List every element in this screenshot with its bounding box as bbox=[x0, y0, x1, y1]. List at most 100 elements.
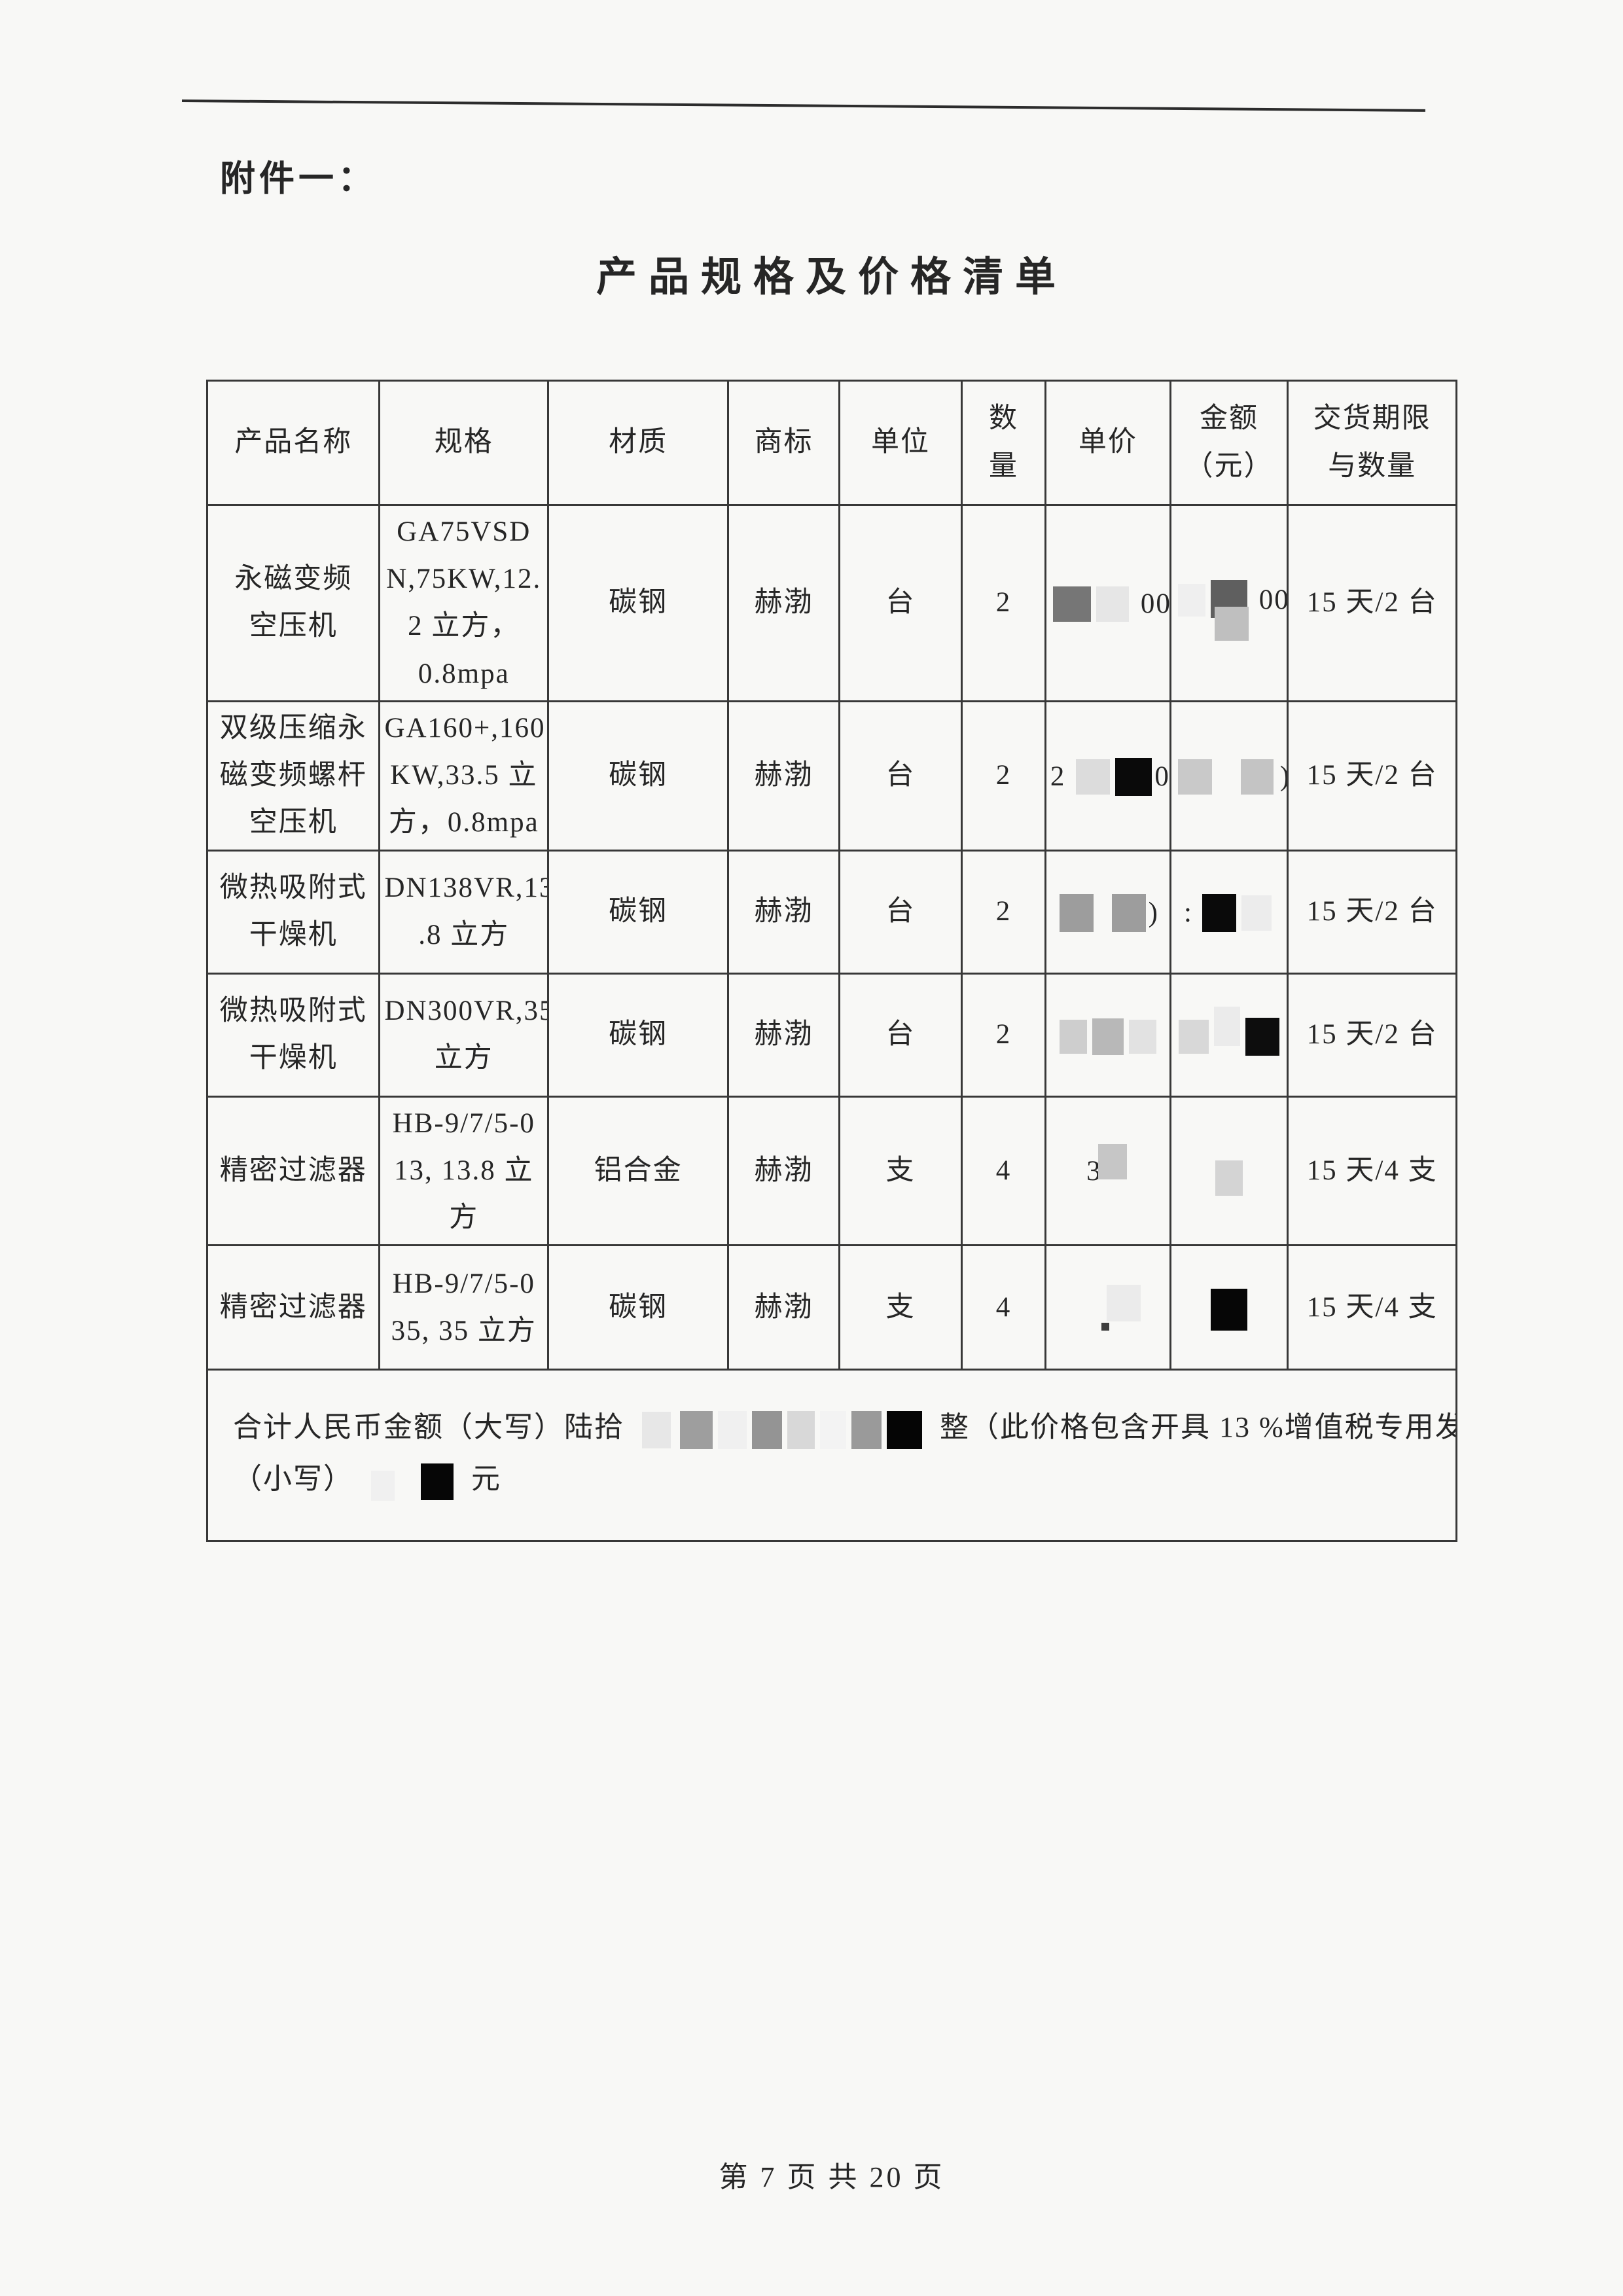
redaction-box bbox=[1214, 1007, 1240, 1047]
column-header-amount: 金额 （元） bbox=[1169, 380, 1289, 506]
redaction-box bbox=[1101, 1322, 1109, 1331]
redaction-box bbox=[421, 1463, 454, 1500]
cell-delivery: 15 天/4 支 bbox=[1287, 1244, 1457, 1371]
column-header-spec: 规格 bbox=[378, 380, 550, 506]
cell-brand: 赫渤 bbox=[727, 504, 840, 702]
cell-unit: 台 bbox=[838, 700, 963, 852]
cell-unit: 台 bbox=[838, 972, 963, 1098]
partial-price-text: 00 bbox=[1140, 588, 1171, 619]
cell-amount bbox=[1169, 1095, 1289, 1247]
cell-material: 碳钢 bbox=[547, 504, 730, 702]
cell-delivery: 15 天/4 支 bbox=[1287, 1095, 1457, 1247]
cell-unit: 台 bbox=[838, 504, 963, 702]
cell-spec: GA160+,160 KW,33.5 立方，0.8mpa bbox=[378, 700, 550, 852]
column-header-unit-price: 单价 bbox=[1044, 380, 1171, 506]
redaction-box bbox=[1215, 1160, 1243, 1196]
cell-qty: 2 bbox=[961, 849, 1046, 975]
product-row: 微热吸附式 干燥机 DN300VR,35 立方 碳钢 赫渤台 2 15 天/2 台 bbox=[205, 972, 1457, 1098]
cell-unit: 支 bbox=[838, 1095, 963, 1247]
summary-words-suffix: 整（此价格包含开具 13 %增值税专用发票 ） bbox=[940, 1410, 1455, 1443]
redaction-box bbox=[1211, 1288, 1247, 1331]
redaction-box bbox=[1076, 759, 1111, 795]
cell-spec: DN138VR,13.8 立方 bbox=[378, 849, 550, 975]
cell-delivery: 15 天/2 台 bbox=[1287, 700, 1457, 852]
redaction-box bbox=[1096, 586, 1129, 622]
partial-price-text: 0 bbox=[1154, 761, 1170, 792]
column-header-unit: 单位 bbox=[838, 380, 963, 506]
cell-product-name: 双级压缩永 磁变频螺杆 空压机 bbox=[205, 700, 381, 852]
cell-material: 碳钢 bbox=[547, 972, 730, 1098]
summary-amount-in-figures: （小写） 元 bbox=[233, 1462, 1431, 1501]
cell-product-name: 微热吸附式 干燥机 bbox=[205, 849, 381, 975]
redaction-box bbox=[851, 1410, 882, 1449]
redaction-box bbox=[642, 1411, 671, 1448]
cell-brand: 赫渤 bbox=[727, 1095, 840, 1247]
cell-amount: 00 bbox=[1169, 504, 1289, 702]
cell-spec: HB-9/7/5-0 35, 35 立方 bbox=[378, 1244, 550, 1371]
redaction-box bbox=[371, 1470, 395, 1501]
cell-material: 碳钢 bbox=[547, 849, 730, 975]
redaction-box bbox=[820, 1410, 846, 1449]
summary-cell: 合计人民币金额（大写）陆拾 整（此价格包含开具 13 %增值税专用发票 ） （小… bbox=[206, 1369, 1457, 1543]
redaction-box bbox=[887, 1410, 922, 1449]
redaction-box bbox=[787, 1410, 815, 1449]
cell-product-name: 永磁变频 空压机 bbox=[205, 504, 381, 702]
summary-figures-prefix: （小写） bbox=[233, 1462, 353, 1495]
partial-price-text: )00 bbox=[1280, 753, 1286, 800]
redaction-box bbox=[1092, 1018, 1124, 1056]
column-header-delivery: 交货期限 与数量 bbox=[1287, 380, 1457, 506]
cell-unit-price bbox=[1044, 972, 1171, 1098]
redaction-box bbox=[1241, 895, 1272, 931]
cell-amount bbox=[1169, 1244, 1289, 1371]
redaction-box bbox=[680, 1410, 713, 1449]
cell-brand: 赫渤 bbox=[727, 972, 840, 1098]
table-header-row: 产品名称 规格 材质 商标 单位数量单价 金额 （元） 交货期限 与数量 bbox=[205, 380, 1457, 506]
partial-price-text: : bbox=[1184, 897, 1193, 928]
cell-qty: 2 bbox=[961, 972, 1046, 1098]
cell-product-name: 精密过滤器 bbox=[205, 1095, 381, 1247]
cell-unit-price bbox=[1044, 1244, 1171, 1371]
summary-figures-redaction bbox=[368, 1463, 456, 1501]
cell-amount bbox=[1169, 972, 1289, 1098]
cell-unit-price: 3 bbox=[1044, 1095, 1171, 1247]
cell-delivery: 15 天/2 台 bbox=[1287, 972, 1457, 1098]
cell-qty: 4 bbox=[961, 1095, 1046, 1247]
redaction-box bbox=[1214, 606, 1249, 641]
partial-price-text: ) bbox=[1148, 897, 1159, 928]
column-header-product-name: 产品名称 bbox=[205, 380, 381, 506]
cell-qty: 2 bbox=[961, 700, 1046, 852]
cell-delivery: 15 天/2 台 bbox=[1287, 849, 1457, 975]
cell-unit-price: ) bbox=[1044, 849, 1171, 975]
cell-amount: : bbox=[1169, 849, 1289, 975]
product-row: 微热吸附式 干燥机 DN138VR,13.8 立方 碳钢 赫渤台 2): 15 天/2 台 bbox=[205, 849, 1457, 975]
cell-unit: 台 bbox=[838, 849, 963, 975]
redaction-box bbox=[1179, 1020, 1209, 1054]
summary-words-prefix: 合计人民币金额（大写）陆拾 bbox=[233, 1410, 624, 1443]
redaction-box bbox=[1052, 586, 1091, 622]
redaction-box bbox=[1177, 759, 1212, 795]
redaction-box bbox=[1059, 893, 1094, 932]
summary-amount-in-words: 合计人民币金额（大写）陆拾 整（此价格包含开具 13 %增值税专用发票 ） bbox=[233, 1410, 1455, 1449]
page-number: 第 7 页 共 20 页 bbox=[719, 2161, 945, 2193]
cell-material: 铝合金 bbox=[547, 1095, 730, 1247]
cell-product-name: 精密过滤器 bbox=[205, 1244, 381, 1371]
partial-price-text: 2 bbox=[1050, 761, 1066, 792]
cell-spec: HB-9/7/5-0 13, 13.8 立方 bbox=[378, 1095, 550, 1247]
redaction-box bbox=[1059, 1020, 1087, 1054]
cell-unit-price: 00 bbox=[1044, 504, 1171, 702]
partial-price-text: 00 bbox=[1258, 584, 1288, 615]
summary-words-redaction bbox=[639, 1410, 925, 1449]
product-price-table: 产品名称 规格 材质 商标 单位数量单价 金额 （元） 交货期限 与数量 永磁变频 空压机 GA75… bbox=[205, 380, 1457, 1543]
redaction-box bbox=[1177, 583, 1205, 617]
redaction-box bbox=[1106, 1284, 1141, 1321]
top-horizontal-rule bbox=[181, 99, 1425, 112]
cell-product-name: 微热吸附式 干燥机 bbox=[205, 972, 381, 1098]
redaction-box bbox=[752, 1410, 782, 1449]
summary-figures-suffix: 元 bbox=[471, 1462, 501, 1495]
redaction-box bbox=[1240, 759, 1274, 795]
cell-unit: 支 bbox=[838, 1244, 963, 1371]
partial-price-text: 3 bbox=[1086, 1156, 1102, 1187]
redaction-box bbox=[1111, 893, 1146, 932]
